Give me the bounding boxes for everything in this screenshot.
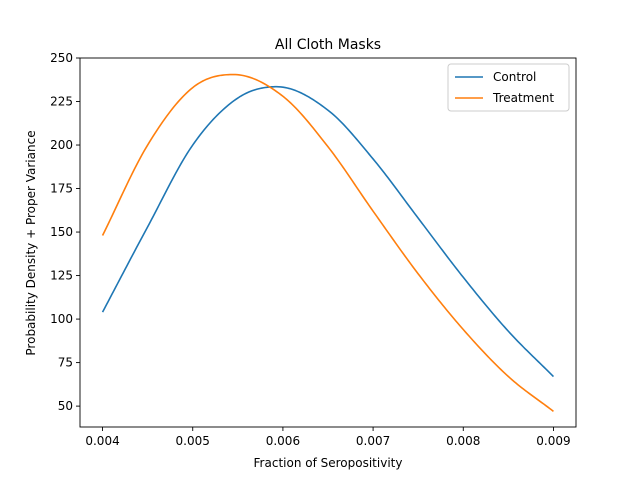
x-tick-label: 0.007 [356, 434, 390, 448]
y-tick-label: 125 [50, 269, 73, 283]
y-tick-label: 100 [50, 312, 73, 326]
series-line-treatment [101, 73, 554, 412]
x-axis-label: Fraction of Seropositivity [254, 456, 403, 470]
axes-frame [79, 57, 577, 428]
x-tick-label: 0.005 [176, 434, 210, 448]
y-tick-label: 225 [50, 95, 73, 109]
y-tick-label: 75 [58, 356, 73, 370]
legend-label-treatment: Treatment [492, 91, 554, 105]
y-tick-label: 250 [50, 51, 73, 65]
y-axis-label: Probability Density + Proper Variance [24, 130, 38, 355]
x-tick-label: 0.006 [266, 434, 300, 448]
x-tick-label: 0.009 [536, 434, 570, 448]
legend-label-control: Control [493, 70, 536, 84]
series-line-control [101, 85, 555, 378]
legend-box [447, 63, 570, 112]
chart-title: All Cloth Masks [275, 37, 381, 53]
x-tick-label: 0.004 [85, 434, 119, 448]
plot-area: 0.004 0.005 0.006 0.007 0.008 0.009 50 75 100 125… [50, 51, 577, 448]
legend: Control Treatment [447, 63, 570, 112]
x-tick-label: 0.008 [446, 434, 480, 448]
y-tick-label: 200 [50, 138, 73, 152]
y-tick-label: 50 [58, 399, 73, 413]
y-tick-label: 175 [50, 182, 73, 196]
y-tick-label: 150 [50, 225, 73, 239]
